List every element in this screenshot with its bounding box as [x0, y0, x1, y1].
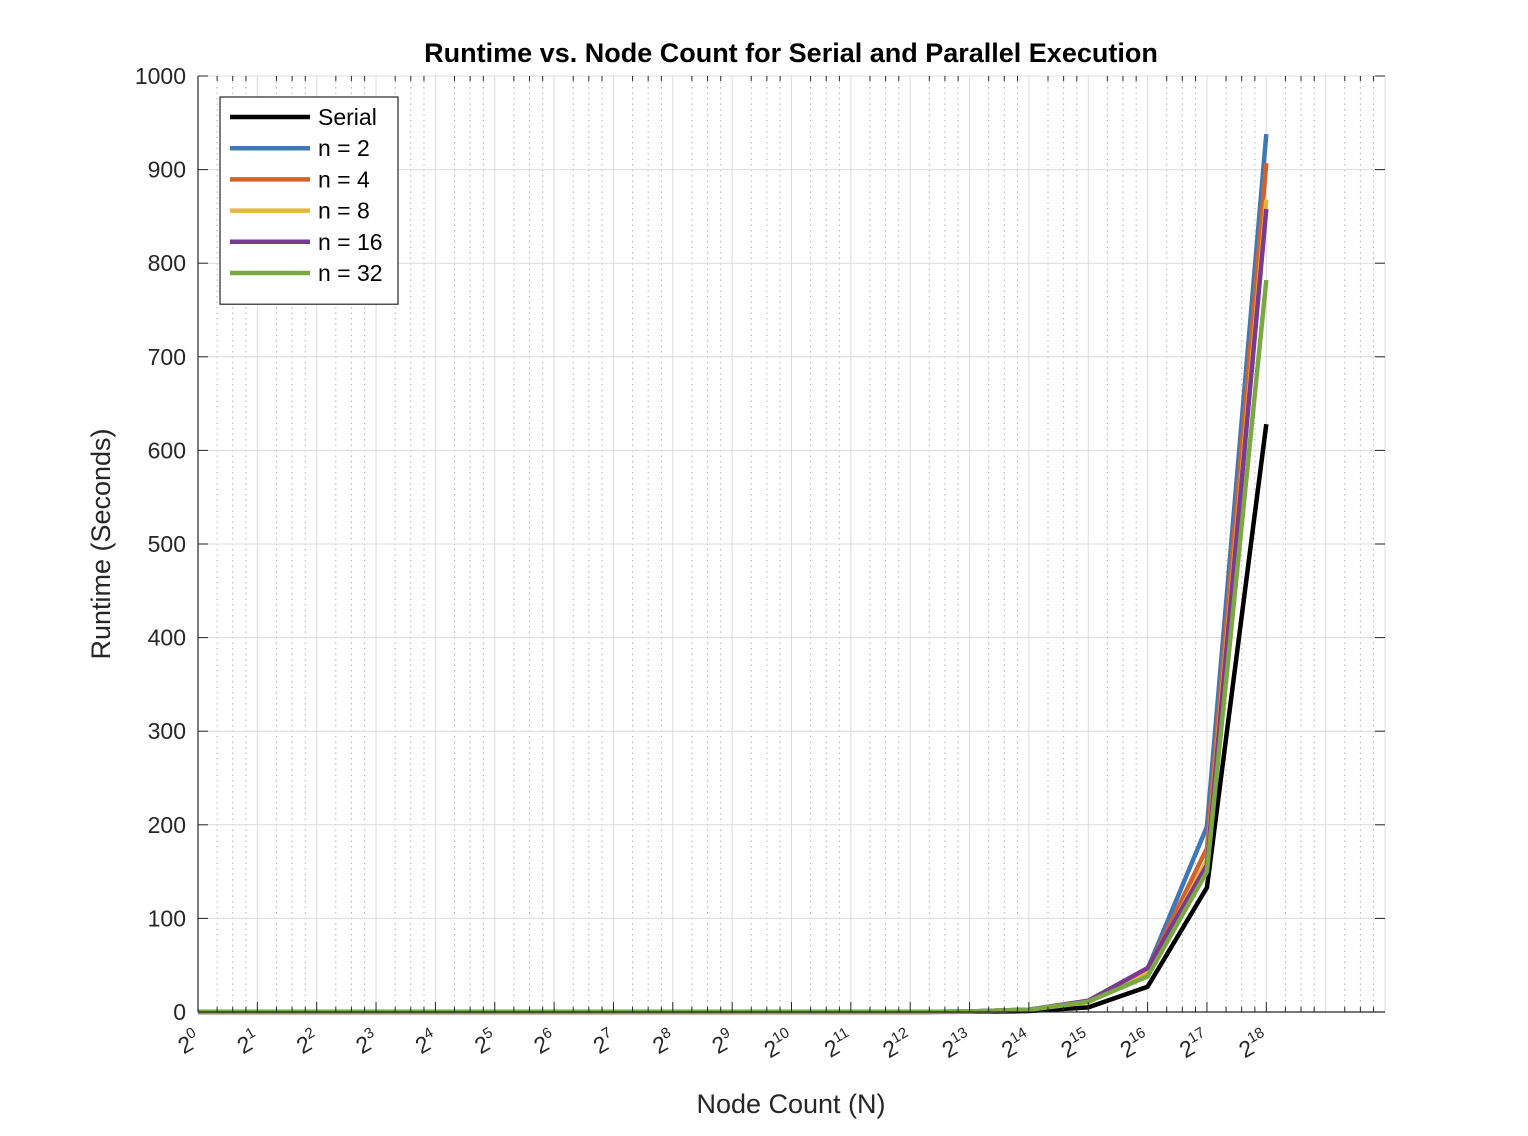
y-axis-title: Runtime (Seconds): [86, 428, 116, 659]
y-tick-label: 1000: [135, 63, 186, 89]
x-tick-exponent: 12: [888, 1024, 911, 1047]
major-grid: [197, 75, 1386, 1013]
y-tick-label: 200: [148, 812, 186, 838]
legend-box: [219, 96, 399, 305]
x-tick-exponent: 15: [1066, 1024, 1089, 1047]
x-tick-exponent: 13: [948, 1024, 971, 1047]
x-tick-exponent: 16: [1126, 1024, 1149, 1047]
legend: Serial n = 2 n = 4 n = 8 n = 16 n = 32: [219, 96, 399, 305]
x-tick-exponent: 14: [1007, 1024, 1030, 1047]
y-tick-label: 600: [148, 437, 186, 463]
y-axis-ticks: 0 100 200 300 400 500 600 700 800 900 1000: [135, 63, 1385, 1025]
legend-label: n = 8: [318, 198, 370, 224]
x-tick-exponent: 18: [1244, 1024, 1267, 1047]
y-tick-label: 300: [148, 718, 186, 744]
legend-label: Serial: [318, 104, 377, 130]
x-tick-exponent: 10: [770, 1024, 793, 1047]
y-tick-label: 0: [173, 999, 186, 1025]
legend-label: n = 2: [318, 135, 370, 161]
x-tick-exponent: 11: [830, 1024, 852, 1047]
legend-label: n = 4: [318, 166, 370, 192]
x-tick-label: 212: [877, 1024, 917, 1063]
y-tick-label: 800: [148, 250, 186, 276]
y-tick-label: 900: [148, 157, 186, 183]
y-tick-label: 100: [148, 905, 186, 931]
x-axis-title: Node Count (N): [696, 1089, 885, 1119]
y-tick-label: 700: [148, 344, 186, 370]
x-tick-label: 216: [1115, 1024, 1155, 1063]
x-tick-exponent: 17: [1185, 1024, 1208, 1047]
y-tick-label: 500: [148, 531, 186, 557]
legend-label: n = 32: [318, 260, 383, 286]
y-tick-label: 400: [148, 625, 186, 651]
legend-label: n = 16: [318, 229, 383, 255]
chart-title: Runtime vs. Node Count for Serial and Pa…: [424, 38, 1158, 68]
